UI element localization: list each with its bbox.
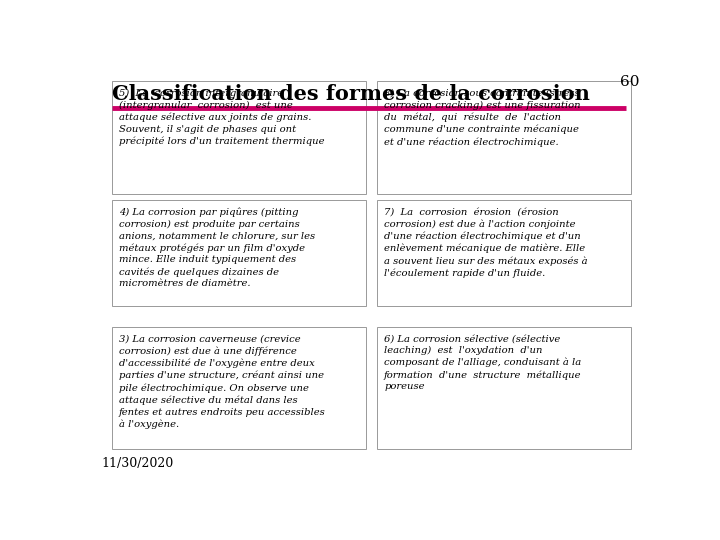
Bar <box>112 327 366 449</box>
Bar <box>112 200 366 306</box>
Text: 4) La corrosion par piqûres (pitting
corrosion) est produite par certains
anions: 4) La corrosion par piqûres (pitting cor… <box>119 207 315 288</box>
Text: 60: 60 <box>620 75 639 89</box>
Text: 11/30/2020: 11/30/2020 <box>101 457 174 470</box>
Bar <box>112 82 366 194</box>
Text: 7)  La  corrosion  érosion  (érosion
corrosion) est due à l'action conjointe
d'u: 7) La corrosion érosion (érosion corrosi… <box>384 207 588 278</box>
Text: 5)  La  corrosion intergranulaire
(intergranular  corrosion)  est une
attaque sé: 5) La corrosion intergranulaire (intergr… <box>119 89 325 146</box>
Text: 8) La corrosion sous contrainte (stress
corrosion cracking) est une fissuration
: 8) La corrosion sous contrainte (stress … <box>384 89 581 147</box>
Bar <box>377 82 631 194</box>
Text: 6) La corrosion sélective (sélective
leaching)  est  l'oxydation  d'un
composant: 6) La corrosion sélective (sélective lea… <box>384 334 582 392</box>
Text: Classification des formes de la corrosion: Classification des formes de la corrosio… <box>112 84 590 104</box>
Bar <box>377 200 631 306</box>
Text: 3) La corrosion caverneuse (crevice
corrosion) est due à une différence
d'access: 3) La corrosion caverneuse (crevice corr… <box>119 334 325 429</box>
Bar <box>377 327 631 449</box>
